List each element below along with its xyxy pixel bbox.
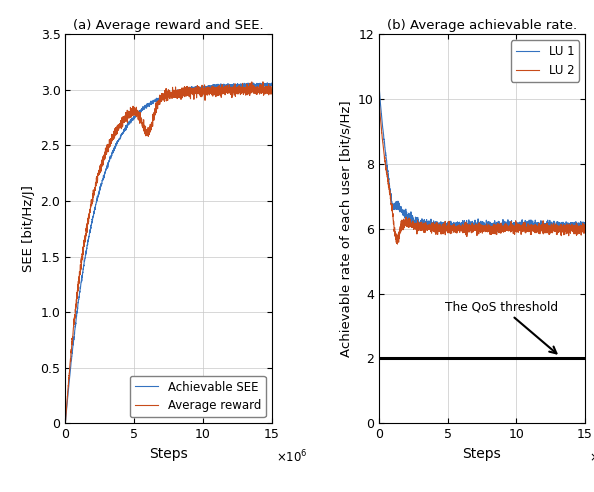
Achievable SEE bbox=[224, 81, 231, 87]
Y-axis label: SEE [bit/Hz/J]: SEE [bit/Hz/J] bbox=[22, 185, 35, 272]
Legend: Achievable SEE, Average reward: Achievable SEE, Average reward bbox=[130, 376, 266, 417]
LU 2 bbox=[576, 230, 583, 236]
LU 1 bbox=[470, 223, 477, 229]
Title: (b) Average achievable rate.: (b) Average achievable rate. bbox=[387, 19, 577, 32]
Average reward bbox=[260, 79, 267, 85]
Legend: LU 1, LU 2: LU 1, LU 2 bbox=[511, 40, 579, 82]
Achievable SEE bbox=[262, 82, 269, 88]
LU 1 bbox=[576, 222, 583, 228]
LU 2 bbox=[375, 94, 383, 100]
Achievable SEE bbox=[162, 92, 169, 98]
LU 1 bbox=[476, 220, 483, 226]
LU 1 bbox=[386, 181, 393, 187]
LU 2 bbox=[576, 224, 583, 230]
LU 2 bbox=[394, 241, 401, 247]
LU 1 bbox=[375, 80, 383, 86]
LU 2 bbox=[470, 223, 478, 229]
LU 1 bbox=[576, 223, 583, 229]
Average reward bbox=[262, 89, 269, 95]
Average reward bbox=[268, 90, 275, 95]
Achievable SEE bbox=[262, 81, 269, 87]
LU 2 bbox=[538, 227, 545, 233]
Y-axis label: Achievable rate of each user [bit/s/Hz]: Achievable rate of each user [bit/s/Hz] bbox=[340, 100, 353, 357]
Text: $\times10^6$: $\times10^6$ bbox=[589, 448, 594, 465]
Line: LU 2: LU 2 bbox=[379, 97, 585, 244]
Text: The QoS threshold: The QoS threshold bbox=[445, 300, 558, 353]
Average reward bbox=[62, 420, 69, 426]
LU 1 bbox=[495, 229, 502, 235]
Achievable SEE bbox=[268, 80, 275, 86]
Achievable SEE bbox=[72, 319, 80, 325]
Achievable SEE bbox=[264, 80, 271, 86]
Average reward bbox=[262, 87, 269, 93]
Average reward bbox=[157, 98, 164, 104]
Line: LU 1: LU 1 bbox=[379, 83, 585, 232]
X-axis label: Steps: Steps bbox=[149, 447, 188, 461]
LU 2 bbox=[476, 228, 483, 234]
LU 2 bbox=[386, 186, 393, 192]
LU 1 bbox=[582, 223, 589, 229]
Achievable SEE bbox=[157, 94, 164, 100]
Title: (a) Average reward and SEE.: (a) Average reward and SEE. bbox=[73, 19, 264, 32]
Average reward bbox=[162, 94, 169, 100]
LU 2 bbox=[582, 223, 589, 229]
Line: Average reward: Average reward bbox=[65, 82, 271, 423]
Average reward bbox=[224, 89, 231, 94]
Achievable SEE bbox=[62, 420, 69, 426]
Line: Achievable SEE: Achievable SEE bbox=[65, 83, 271, 423]
Average reward bbox=[72, 303, 80, 308]
X-axis label: Steps: Steps bbox=[463, 447, 501, 461]
Text: $\times10^6$: $\times10^6$ bbox=[276, 448, 307, 465]
LU 1 bbox=[538, 223, 545, 229]
